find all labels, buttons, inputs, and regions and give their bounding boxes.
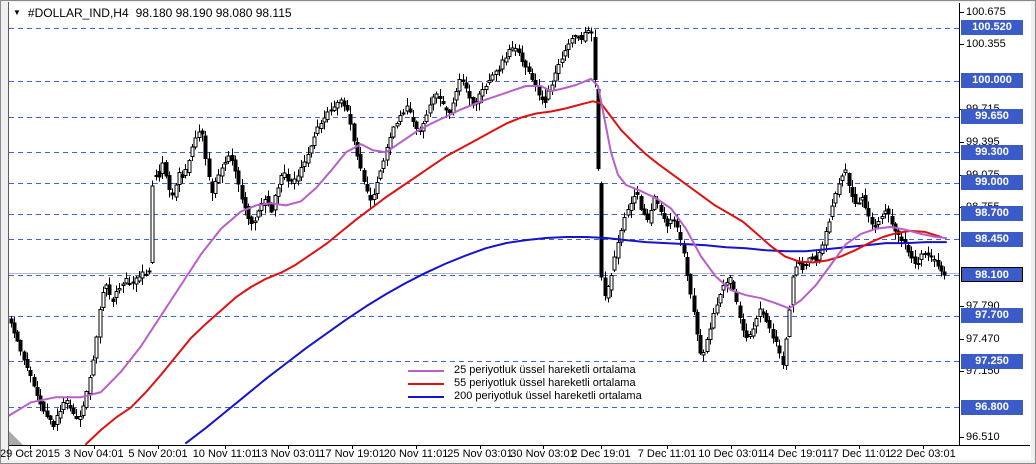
legend-item: 25 periyotluk üssel hareketli ortalama <box>408 364 642 377</box>
chart-corner-marker-icon <box>9 431 23 445</box>
time-tick-mark <box>601 446 602 449</box>
level-price-label: 99.300 <box>961 144 1023 160</box>
time-tick-mark <box>30 446 31 449</box>
chart-ohlc-header: ▼ #DOLLAR_IND,H4 98.180 98.190 98.080 98… <box>13 6 292 20</box>
current-price-label: 98.100 <box>961 267 1023 283</box>
time-axis-border <box>9 445 1030 446</box>
price-tick-mark <box>960 11 964 13</box>
time-tick-label: 17 Nov 19:01 <box>319 448 385 460</box>
price-tick-mark <box>960 305 964 307</box>
legend-label: 200 periyotluk üssel hareketli ortalama <box>454 390 642 402</box>
time-tick-mark <box>94 446 95 449</box>
tick-direction-down-icon: ▼ <box>13 8 21 17</box>
price-tick-mark <box>960 436 964 438</box>
ema-25-line <box>9 77 947 417</box>
price-axis-border <box>959 3 960 446</box>
level-price-label: 97.700 <box>961 308 1023 324</box>
time-tick-label: 29 Oct 2015 <box>0 448 60 460</box>
price-tick-label: 100.355 <box>966 38 1006 51</box>
price-tick-mark <box>960 174 964 176</box>
level-price-label: 100.520 <box>961 20 1023 36</box>
time-tick-mark <box>923 446 924 449</box>
level-price-label: 99.650 <box>961 109 1023 125</box>
legend-label: 25 periyotluk üssel hareketli ortalama <box>454 364 636 376</box>
ema-legend: 25 periyotluk üssel hareketli ortalama 55… <box>408 364 642 403</box>
level-price-label: 98.450 <box>961 231 1023 247</box>
level-price-label: 99.000 <box>961 175 1023 191</box>
time-tick-mark <box>225 446 226 449</box>
time-tick-label: 13 Nov 03:01 <box>255 448 321 460</box>
time-tick-mark <box>158 446 159 449</box>
time-tick-label: 20 Nov 11:01 <box>383 448 449 460</box>
symbol-period-label: #DOLLAR_IND,H4 <box>27 6 129 20</box>
grid-lines <box>9 28 959 408</box>
price-tick-label: 97.470 <box>966 332 1000 345</box>
time-tick-mark <box>480 446 481 449</box>
candles <box>9 26 947 431</box>
level-price-label: 96.800 <box>961 399 1023 415</box>
legend-line-swatch <box>408 369 444 372</box>
time-tick-label: 7 Dec 11:01 <box>637 448 697 460</box>
level-price-label: 100.000 <box>961 73 1023 89</box>
price-tick-label: 96.510 <box>966 430 1000 443</box>
time-tick-label: 14 Dec 19:01 <box>762 448 828 460</box>
price-tick-label: 100.675 <box>966 5 1006 18</box>
time-tick-mark <box>352 446 353 449</box>
ohlc-values: 98.180 98.190 98.080 98.115 <box>135 6 292 20</box>
legend-item: 55 periyotluk üssel hareketli ortalama <box>408 377 642 390</box>
legend-label: 55 periyotluk üssel hareketli ortalama <box>454 377 636 389</box>
price-tick-mark <box>960 338 964 340</box>
time-tick-mark <box>667 446 668 449</box>
time-tick-label: 10 Dec 03:01 <box>698 448 764 460</box>
time-axis[interactable]: 29 Oct 2015 3 Nov 04:01 5 Nov 20:01 10 Nov … <box>1 446 1030 462</box>
price-tick-mark <box>960 142 964 144</box>
legend-item: 200 periyotluk üssel hareketli ortalama <box>408 390 642 403</box>
time-tick-label: 3 Nov 04:01 <box>64 448 124 460</box>
price-axis[interactable]: 100.675100.35599.71599.39599.07598.75597… <box>960 3 1030 445</box>
time-tick-label: 5 Nov 20:01 <box>128 448 188 460</box>
price-tick-mark <box>960 44 964 46</box>
ema-200-line <box>185 236 947 445</box>
time-tick-mark <box>543 446 544 449</box>
time-tick-label: 10 Nov 11:01 <box>192 448 258 460</box>
legend-line-swatch <box>408 382 444 385</box>
time-tick-label: 30 Nov 03:01 <box>510 448 576 460</box>
time-tick-label: 25 Nov 03:01 <box>447 448 513 460</box>
time-tick-label: 17 Dec 11:01 <box>826 448 892 460</box>
price-tick-mark <box>960 371 964 373</box>
level-price-label: 97.250 <box>961 353 1023 369</box>
time-tick-mark <box>795 446 796 449</box>
chart-background <box>8 2 1031 460</box>
candlestick-chart-plot[interactable] <box>9 3 959 445</box>
time-tick-label: 2 Dec 19:01 <box>571 448 631 460</box>
level-price-label: 98.700 <box>961 206 1023 222</box>
time-tick-mark <box>288 446 289 449</box>
legend-line-swatch <box>408 395 444 398</box>
ema-55-line <box>85 100 942 445</box>
time-tick-mark <box>731 446 732 449</box>
time-tick-mark <box>859 446 860 449</box>
time-tick-mark <box>416 446 417 449</box>
time-tick-label: 22 Dec 03:01 <box>890 448 956 460</box>
